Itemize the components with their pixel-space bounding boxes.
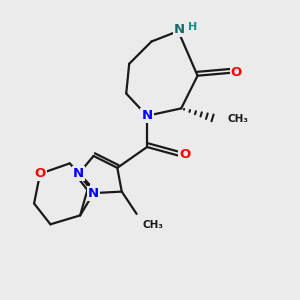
Text: N: N <box>73 167 84 180</box>
Text: CH₃: CH₃ <box>227 114 248 124</box>
Text: O: O <box>179 148 191 161</box>
Text: O: O <box>34 167 46 180</box>
Text: H: H <box>188 22 197 32</box>
Text: N: N <box>142 109 153 122</box>
Text: CH₃: CH₃ <box>142 220 164 230</box>
Text: O: O <box>231 66 242 79</box>
Text: N: N <box>88 187 99 200</box>
Text: N: N <box>174 23 185 36</box>
